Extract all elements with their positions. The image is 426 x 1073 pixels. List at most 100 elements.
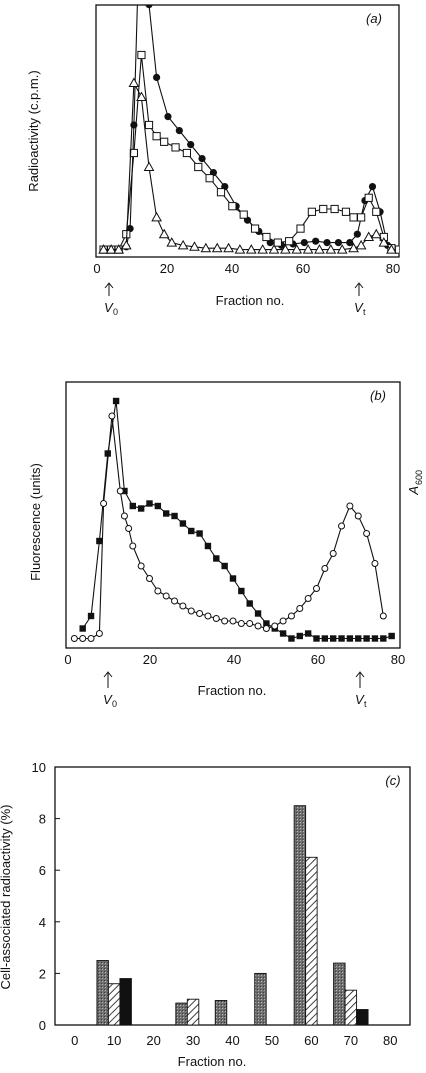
series-open-circle-point bbox=[371, 560, 379, 567]
panel-c-xtick-label: 20 bbox=[146, 1033, 160, 1048]
series-open-triangle-point bbox=[136, 91, 147, 101]
panel-b-xtick: 20 bbox=[143, 652, 157, 667]
series-open-square-point bbox=[171, 143, 180, 152]
panel-c-xtick-label: 30 bbox=[186, 1033, 200, 1048]
series-filled-square-point bbox=[313, 635, 320, 642]
panel-c-ytick-label: 6 bbox=[39, 863, 46, 878]
series-open-square-point bbox=[262, 232, 271, 242]
series-open-circle-point bbox=[125, 525, 133, 532]
series-open-circle-point bbox=[120, 512, 128, 520]
series-open-circle-point bbox=[154, 587, 162, 595]
series-open-circle-point bbox=[95, 630, 103, 637]
series-open-triangle-point bbox=[325, 244, 337, 254]
series-filled-circle-point bbox=[334, 239, 342, 247]
series-open-triangle-point bbox=[348, 242, 359, 253]
series-open-square-point bbox=[228, 202, 237, 211]
series-open-circle-point bbox=[237, 620, 245, 627]
series-filled-circle-point bbox=[198, 155, 206, 163]
series-open-circle-point bbox=[254, 622, 262, 630]
panel-c-tag: (c) bbox=[385, 773, 400, 788]
series-open-triangle-point bbox=[166, 237, 178, 247]
series-open-square-point bbox=[205, 174, 214, 183]
panel-a-xtick: 20 bbox=[160, 261, 174, 276]
series-open-circle-point bbox=[137, 562, 145, 570]
bar-solid bbox=[356, 1009, 369, 1026]
panel-c-frame bbox=[54, 766, 411, 1026]
series-open-triangle-point bbox=[302, 244, 314, 254]
series-filled-square-point bbox=[288, 635, 295, 642]
series-filled-square-point bbox=[196, 530, 203, 537]
series-filled-square-point bbox=[129, 502, 136, 510]
series-filled-circle-point bbox=[368, 183, 377, 191]
panel-a-xlabel: Fraction no. bbox=[216, 293, 285, 308]
series-filled-square-point bbox=[163, 510, 170, 517]
series-open-circle-point bbox=[116, 487, 124, 495]
panel-b-vt-sub: t bbox=[364, 699, 367, 709]
series-open-circle-point bbox=[87, 635, 95, 642]
series-open-square-point bbox=[250, 224, 260, 233]
series-open-square-point bbox=[285, 237, 294, 246]
series-open-circle-point bbox=[354, 512, 362, 520]
series-open-circle-point bbox=[100, 500, 108, 507]
series-open-triangle-point bbox=[370, 228, 382, 239]
series-open-triangle-point bbox=[280, 244, 291, 254]
series-filled-square-point bbox=[296, 632, 303, 640]
series-open-triangle-point bbox=[151, 211, 162, 222]
series-open-triangle-point bbox=[245, 244, 257, 254]
panel-a-xtick: 60 bbox=[296, 261, 310, 276]
series-open-square-point bbox=[341, 207, 351, 216]
series-open-square-point bbox=[372, 207, 381, 216]
series-open-circle-point bbox=[338, 522, 346, 530]
series-filled-square-point bbox=[380, 635, 387, 642]
series-filled-circle-point bbox=[145, 5, 153, 9]
series-open-triangle-point bbox=[363, 231, 375, 241]
panel-b-vt-marker: V t bbox=[355, 671, 367, 709]
panel-a-tag: (a) bbox=[366, 11, 382, 26]
panel-a-plot bbox=[98, 5, 399, 254]
series-filled-square-point bbox=[279, 630, 287, 637]
bar-hatched bbox=[186, 998, 200, 1026]
series-filled-square-point bbox=[355, 635, 362, 642]
series-filled-square-point bbox=[96, 537, 103, 545]
series-open-triangle-point bbox=[336, 244, 348, 254]
bar-hatched bbox=[344, 989, 358, 1026]
series-filled-square-point bbox=[321, 635, 329, 642]
panel-a-v0-label: V bbox=[104, 300, 114, 315]
series-filled-circle-point bbox=[312, 237, 320, 245]
series-open-circle-point bbox=[262, 625, 270, 632]
series-open-circle-point bbox=[296, 605, 304, 612]
panel-b-ylabel: Fluorescence (units) bbox=[28, 463, 43, 581]
bar-stippled bbox=[293, 805, 307, 1026]
panel-a-xtick: 80 bbox=[386, 261, 400, 276]
series-filled-square-point bbox=[263, 620, 270, 627]
series-filled-square-point bbox=[87, 612, 95, 620]
series-open-triangle-point bbox=[113, 244, 125, 254]
series-open-circle-point bbox=[171, 597, 179, 605]
series-filled-circle-point bbox=[353, 230, 361, 238]
bar-stippled bbox=[333, 962, 346, 1026]
series-filled-square-point bbox=[137, 505, 145, 512]
series-open-circle-point bbox=[129, 542, 137, 550]
panel-c-xtick-label: 50 bbox=[265, 1033, 279, 1048]
series-open-circle-point bbox=[287, 612, 295, 620]
panel-c-xtick-label: 10 bbox=[107, 1033, 121, 1048]
panel-b-xtick: 0 bbox=[64, 652, 71, 667]
bar-solid bbox=[119, 978, 132, 1026]
panel-a-xtick: 0 bbox=[93, 261, 100, 276]
panel-b: (b) Fluorescence (units) A 600 Fraction … bbox=[28, 381, 424, 709]
series-open-triangle-point bbox=[128, 77, 140, 87]
series-filled-square-point bbox=[204, 542, 212, 550]
series-open-square-point bbox=[144, 120, 154, 130]
panel-b-v0-label: V bbox=[103, 692, 113, 707]
panel-c-xtick-label: 0 bbox=[71, 1033, 78, 1048]
series-filled-circle-point bbox=[175, 127, 183, 135]
panel-b-frame bbox=[65, 381, 401, 649]
series-filled-square-point bbox=[213, 555, 220, 562]
series-open-circle-point bbox=[204, 612, 212, 620]
panel-a-ylabel: Radioactivity (c.p.m.) bbox=[26, 70, 41, 191]
series-filled-square-point bbox=[79, 625, 86, 632]
series-open-triangle-point bbox=[200, 242, 212, 253]
panel-c-xtick-label: 80 bbox=[383, 1033, 397, 1048]
series-open-square-point bbox=[137, 50, 146, 60]
